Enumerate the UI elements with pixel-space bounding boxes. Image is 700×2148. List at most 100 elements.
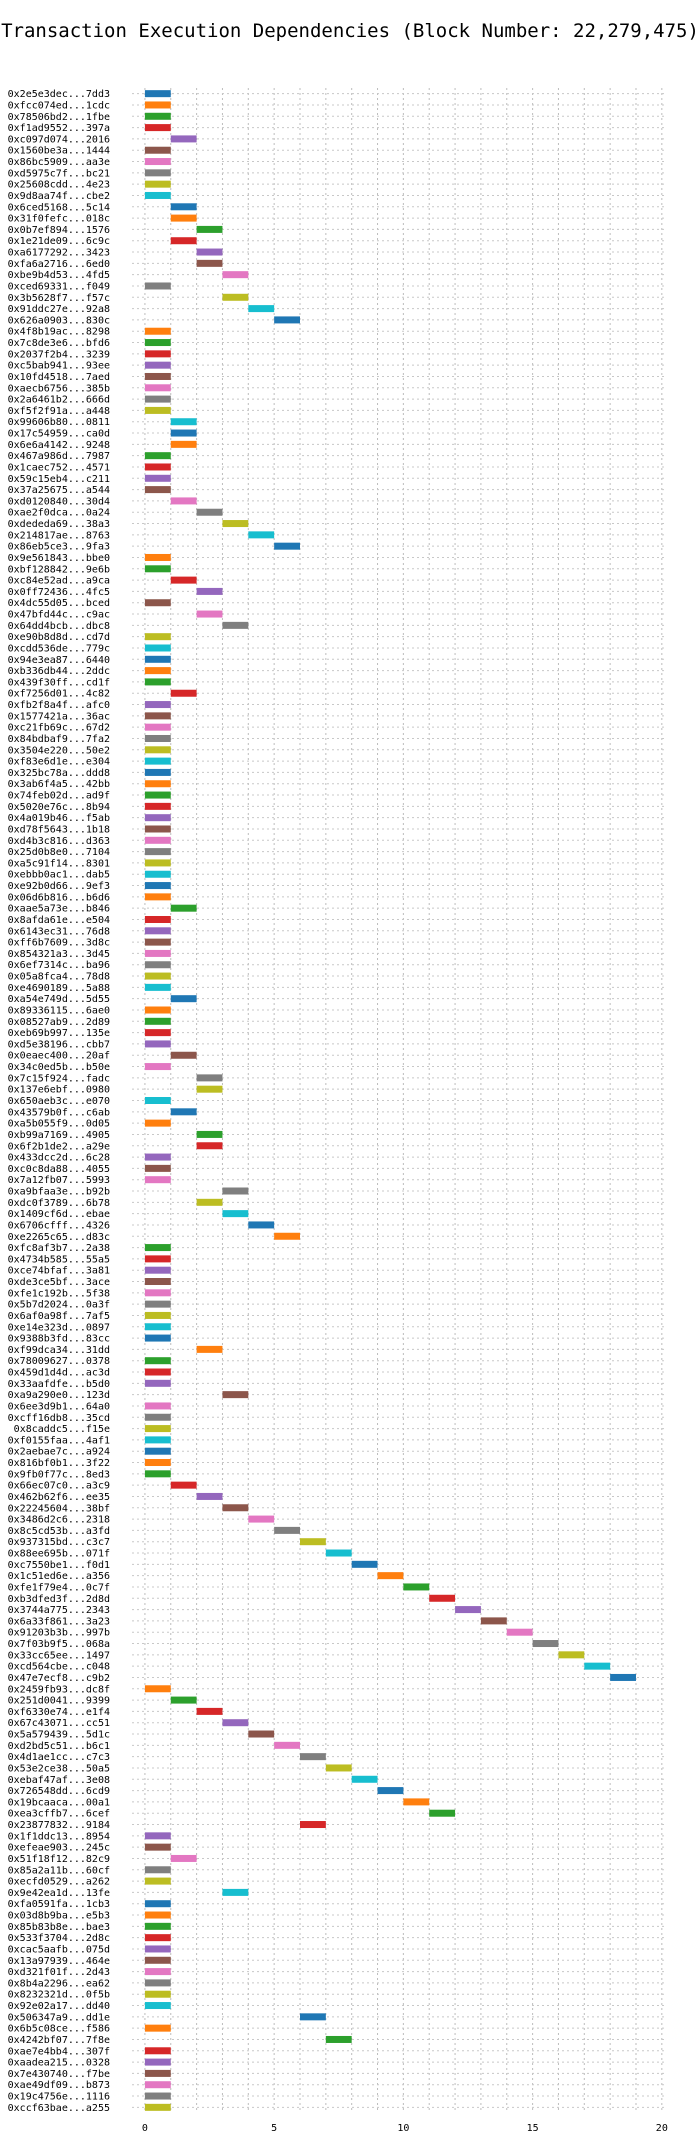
gantt-bar bbox=[144, 1368, 171, 1376]
y-tick-label: 0xcff16db8...35cd bbox=[8, 1413, 110, 1424]
gantt-bar bbox=[170, 135, 197, 143]
y-tick-label: 0x59c15eb4...c211 bbox=[8, 474, 110, 485]
y-tick-label: 0xebaf47af...3e08 bbox=[8, 1775, 110, 1786]
gantt-bar bbox=[429, 1594, 456, 1602]
gantt-bar bbox=[144, 1311, 171, 1319]
y-tick-label: 0xfe1c192b...5f38 bbox=[8, 1288, 110, 1299]
y-tick-label: 0x506347a9...dd1e bbox=[8, 2012, 110, 2023]
y-tick-label: 0x43579b0f...c6ab bbox=[8, 1107, 110, 1118]
gantt-bar bbox=[144, 1063, 171, 1071]
y-tick-label: 0x99606b80...0811 bbox=[8, 417, 110, 428]
gantt-bar bbox=[144, 1413, 171, 1421]
y-tick-label: 0xebbb0ac1...dab5 bbox=[8, 870, 110, 881]
gantt-bar bbox=[144, 112, 171, 120]
gantt-bar bbox=[144, 1447, 171, 1455]
y-tick-label: 0x31f0fefc...018c bbox=[8, 214, 110, 225]
gantt-bar bbox=[144, 814, 171, 822]
gantt-bar bbox=[196, 1142, 223, 1150]
y-tick-label: 0xbe9b4d53...4fd5 bbox=[8, 270, 110, 281]
y-tick-label: 0x8b4a2296...ea62 bbox=[8, 1978, 110, 1989]
gantt-bar bbox=[144, 101, 171, 109]
y-tick-label: 0x2037f2b4...3239 bbox=[8, 349, 110, 360]
gantt-bar bbox=[144, 90, 171, 98]
gantt-bar bbox=[403, 1583, 430, 1591]
y-tick-label: 0x5020e76c...8b94 bbox=[8, 802, 110, 813]
gantt-bar bbox=[144, 961, 171, 969]
y-tick-label: 0x6f2b1de2...a29e bbox=[8, 1141, 110, 1152]
gantt-bar bbox=[144, 983, 171, 991]
gantt-bar bbox=[196, 1074, 223, 1082]
y-tick-label: 0xc7550be1...f0d1 bbox=[8, 1560, 110, 1571]
y-tick-label: 0x854321a3...3d45 bbox=[8, 949, 110, 960]
y-tick-label: 0xf0155faa...4af1 bbox=[8, 1435, 110, 1446]
y-tick-label: 0xae2f0dca...0a24 bbox=[8, 508, 110, 519]
y-tick-label: 0x8232321d...0f5b bbox=[8, 1990, 110, 2001]
gantt-bar bbox=[299, 1538, 326, 1546]
gantt-bar bbox=[610, 1673, 636, 1681]
gantt-bar bbox=[144, 282, 171, 290]
y-tick-label: 0x4242bf07...7f8e bbox=[8, 2035, 110, 2046]
y-tick-label: 0xced69331...f049 bbox=[8, 281, 110, 292]
y-tick-label: 0x4a019b46...f5ab bbox=[8, 813, 110, 824]
gantt-bar bbox=[170, 497, 197, 505]
y-tick-label: 0xeb69b997...135e bbox=[8, 1028, 110, 1039]
y-tick-label: 0x6a33f861...3a23 bbox=[8, 1616, 110, 1627]
gantt-bar bbox=[144, 1278, 171, 1286]
y-tick-label: 0xbf128842...9e6b bbox=[8, 564, 110, 575]
y-tick-label: 0x1577421a...36ac bbox=[8, 711, 110, 722]
gantt-bar bbox=[144, 1164, 171, 1172]
gantt-bar bbox=[196, 1085, 223, 1093]
y-tick-label: 0xecfd0529...a262 bbox=[8, 1877, 110, 1888]
y-tick-label: 0xd0120840...30d4 bbox=[8, 496, 110, 507]
gantt-bar bbox=[222, 520, 249, 528]
x-tick-label: 10 bbox=[397, 2123, 409, 2134]
gantt-bar bbox=[144, 350, 171, 358]
gantt-bar bbox=[144, 339, 171, 347]
y-tick-label: 0xf83e6d1e...e304 bbox=[8, 757, 110, 768]
y-tick-label: 0xc5bab941...93ee bbox=[8, 361, 110, 372]
gantt-bar bbox=[377, 1572, 404, 1580]
y-tick-label: 0x7c15f924...fadc bbox=[8, 1073, 110, 1084]
gantt-bar bbox=[196, 1345, 223, 1353]
y-tick-label: 0x7c8de3e6...bfd6 bbox=[8, 338, 110, 349]
y-tick-label: 0xc21fb69c...67d2 bbox=[8, 723, 110, 734]
gantt-bar bbox=[144, 158, 171, 166]
gantt-bar bbox=[144, 701, 171, 709]
y-tick-label: 0x9e42ea1d...13fe bbox=[8, 1888, 110, 1899]
y-tick-label: 0x626a0903...830c bbox=[8, 315, 110, 326]
y-tick-label: 0x1560be3a...1444 bbox=[8, 146, 110, 157]
gantt-bar bbox=[222, 271, 249, 279]
y-tick-label: 0xf7256d01...4c82 bbox=[8, 689, 110, 700]
y-tick-label: 0x137e6ebf...0980 bbox=[8, 1085, 110, 1096]
gantt-bar bbox=[144, 678, 171, 686]
gantt-bar bbox=[144, 1459, 171, 1467]
y-tick-label: 0xa9bfaa3e...b92b bbox=[8, 1187, 110, 1198]
x-tick-label: 15 bbox=[527, 2123, 539, 2134]
y-tick-label: 0xb3dfed3f...2d8d bbox=[8, 1594, 110, 1605]
gantt-bar bbox=[144, 1968, 171, 1976]
gantt-bar bbox=[144, 452, 171, 460]
gantt-bar bbox=[144, 169, 171, 177]
gantt-bar bbox=[144, 599, 171, 607]
y-tick-label: 0x92e02a17...dd40 bbox=[8, 2001, 110, 2012]
gantt-bar bbox=[144, 1402, 171, 1410]
gantt-bar bbox=[144, 2058, 171, 2066]
y-tick-label: 0xd78f5643...1b18 bbox=[8, 824, 110, 835]
y-tick-label: 0xcd564cbe...c048 bbox=[8, 1662, 110, 1673]
y-tick-label: 0x84bdbaf9...7fa2 bbox=[8, 734, 110, 745]
gantt-bar bbox=[170, 418, 197, 426]
y-tick-label: 0xa5b055f9...0d05 bbox=[8, 1119, 110, 1130]
y-tick-label: 0x3744a775...2343 bbox=[8, 1605, 110, 1616]
y-tick-label: 0xf1ad9552...397a bbox=[8, 123, 110, 134]
gantt-bar bbox=[196, 1707, 223, 1715]
gantt-bar bbox=[248, 1730, 275, 1738]
gantt-bar bbox=[170, 689, 197, 697]
gantt-bar bbox=[144, 644, 171, 652]
gantt-bar bbox=[429, 1809, 456, 1817]
y-tick-label: 0x3486d2c6...2318 bbox=[8, 1515, 110, 1526]
y-tick-label: 0x10fd4518...7aed bbox=[8, 372, 110, 383]
gantt-bar bbox=[325, 1549, 352, 1557]
gantt-bar bbox=[144, 2069, 171, 2077]
y-tick-label: 0xefeae903...245c bbox=[8, 1843, 110, 1854]
y-tick-label: 0x13a97939...464e bbox=[8, 1956, 110, 1967]
